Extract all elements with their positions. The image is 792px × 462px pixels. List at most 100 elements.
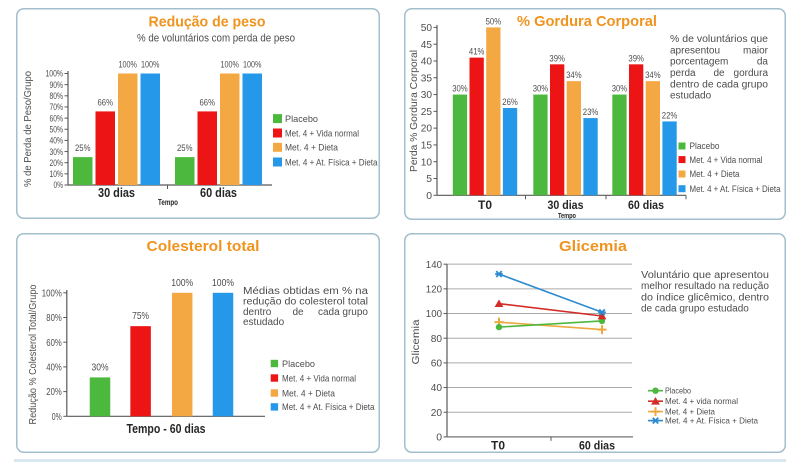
svg-text:100%: 100% xyxy=(141,60,160,71)
svg-text:de: de xyxy=(292,307,304,318)
svg-text:100%: 100% xyxy=(221,60,240,71)
svg-text:gordura: gordura xyxy=(734,68,769,79)
svg-text:Met. 4 + At. Física + Dieta: Met. 4 + At. Física + Dieta xyxy=(282,402,375,413)
svg-text:Tempo: Tempo xyxy=(558,213,576,220)
svg-text:Glicemia: Glicemia xyxy=(559,238,628,255)
svg-text:30 dias: 30 dias xyxy=(98,186,135,200)
svg-text:25: 25 xyxy=(421,106,432,118)
svg-text:39%: 39% xyxy=(549,53,565,63)
svg-text:Tempo: Tempo xyxy=(158,198,178,207)
svg-text:10: 10 xyxy=(421,156,432,168)
svg-text:66%: 66% xyxy=(98,97,114,108)
svg-text:40%: 40% xyxy=(50,136,64,147)
svg-text:Perda % Gordura Corporal: Perda % Gordura Corporal xyxy=(408,50,420,172)
svg-text:80%: 80% xyxy=(50,91,64,102)
svg-text:cada grupo: cada grupo xyxy=(318,307,368,318)
svg-text:60: 60 xyxy=(431,357,442,369)
svg-text:30%: 30% xyxy=(533,84,549,94)
svg-text:Placebo: Placebo xyxy=(282,359,315,370)
svg-text:dentro: dentro xyxy=(243,307,272,318)
svg-text:30%: 30% xyxy=(612,84,628,94)
svg-text:da: da xyxy=(757,57,769,68)
svg-text:20%: 20% xyxy=(50,158,64,169)
svg-text:Met. 4 + vida normal: Met. 4 + vida normal xyxy=(665,396,738,406)
svg-text:do índice glicêmico, dentro: do índice glicêmico, dentro xyxy=(641,292,769,303)
svg-text:estudado: estudado xyxy=(243,317,285,328)
svg-text:39%: 39% xyxy=(628,53,644,63)
svg-text:41%: 41% xyxy=(469,47,485,57)
svg-text:Met. 4 + Dieta: Met. 4 + Dieta xyxy=(690,169,740,179)
svg-text:120: 120 xyxy=(426,283,442,295)
svg-text:0%: 0% xyxy=(52,411,62,423)
svg-text:5: 5 xyxy=(426,173,432,185)
svg-text:40: 40 xyxy=(431,382,442,394)
svg-text:100%: 100% xyxy=(46,69,64,80)
svg-text:porcentagem: porcentagem xyxy=(670,57,728,68)
svg-text:90%: 90% xyxy=(50,80,64,91)
svg-text:T0: T0 xyxy=(478,198,492,212)
svg-text:140: 140 xyxy=(426,259,442,271)
svg-text:Met. 4 + Dieta: Met. 4 + Dieta xyxy=(665,407,715,417)
svg-text:30%: 30% xyxy=(50,147,64,158)
svg-text:34%: 34% xyxy=(645,70,661,80)
svg-text:80%: 80% xyxy=(46,312,62,324)
svg-text:30%: 30% xyxy=(92,361,109,373)
svg-text:100%: 100% xyxy=(171,277,193,289)
svg-text:34%: 34% xyxy=(566,70,582,80)
svg-text:% Gordura Corporal: % Gordura Corporal xyxy=(517,13,657,30)
svg-text:de cada grupo estudado: de cada grupo estudado xyxy=(641,304,749,315)
svg-text:Met. 4 + Dieta: Met. 4 + Dieta xyxy=(285,143,339,154)
svg-text:Met. 4 + At. Física + Dieta: Met. 4 + At. Física + Dieta xyxy=(285,157,378,168)
svg-text:20: 20 xyxy=(431,407,442,419)
svg-text:35: 35 xyxy=(421,72,432,84)
svg-text:dentro de cada grupo: dentro de cada grupo xyxy=(670,79,768,90)
svg-text:20%: 20% xyxy=(46,386,62,398)
svg-text:25%: 25% xyxy=(177,143,193,154)
svg-text:100%: 100% xyxy=(243,60,262,71)
svg-text:0: 0 xyxy=(426,190,432,202)
svg-text:T0: T0 xyxy=(491,439,505,453)
svg-text:20: 20 xyxy=(421,123,432,135)
svg-text:% de voluntários com perda de: % de voluntários com perda de peso xyxy=(137,33,295,45)
svg-text:perda: perda xyxy=(670,68,696,79)
svg-text:40%: 40% xyxy=(46,362,62,374)
svg-text:redução do colesterol total: redução do colesterol total xyxy=(243,296,368,307)
svg-text:60%: 60% xyxy=(46,337,62,349)
svg-text:Met. 4 + At. Física + Dieta: Met. 4 + At. Física + Dieta xyxy=(665,416,758,426)
svg-text:% de Perda de Peso/Grupo: % de Perda de Peso/Grupo xyxy=(22,71,34,187)
svg-text:60 dias: 60 dias xyxy=(200,186,237,200)
svg-text:30: 30 xyxy=(421,89,432,101)
svg-text:75%: 75% xyxy=(132,310,149,322)
svg-text:Placebo: Placebo xyxy=(285,114,318,125)
svg-text:Met. 4 + Dieta: Met. 4 + Dieta xyxy=(282,388,336,399)
svg-text:Colesterol total: Colesterol total xyxy=(147,238,260,255)
svg-text:melhor resultado na redução: melhor resultado na redução xyxy=(641,281,769,292)
svg-text:Placebo: Placebo xyxy=(690,141,720,151)
svg-text:Met. 4 + Vida normal: Met. 4 + Vida normal xyxy=(690,155,763,165)
svg-text:80: 80 xyxy=(431,333,442,345)
svg-text:de: de xyxy=(713,68,725,79)
svg-text:70%: 70% xyxy=(50,102,64,113)
svg-text:100: 100 xyxy=(426,308,442,320)
svg-text:22%: 22% xyxy=(662,110,678,120)
svg-text:Placebo: Placebo xyxy=(665,386,691,396)
svg-text:26%: 26% xyxy=(502,97,518,107)
svg-text:Met. 4 + Vida normal: Met. 4 + Vida normal xyxy=(285,128,359,139)
svg-text:50%: 50% xyxy=(486,16,502,26)
svg-text:23%: 23% xyxy=(583,107,599,117)
svg-text:60 dias: 60 dias xyxy=(628,198,664,212)
svg-text:40: 40 xyxy=(421,56,432,68)
svg-text:50%: 50% xyxy=(50,124,64,135)
svg-text:15: 15 xyxy=(421,140,432,152)
svg-text:100%: 100% xyxy=(119,60,138,71)
svg-text:30%: 30% xyxy=(452,84,468,94)
svg-text:Voluntário que apresentou: Voluntário que apresentou xyxy=(641,270,769,281)
svg-text:50: 50 xyxy=(421,22,432,34)
svg-text:Tempo - 60 dias: Tempo - 60 dias xyxy=(127,422,206,436)
svg-text:Redução de peso: Redução de peso xyxy=(149,14,266,31)
svg-text:Médias obtidas em % na: Médias obtidas em % na xyxy=(243,286,368,297)
svg-text:100%: 100% xyxy=(42,287,62,299)
svg-text:Glicemia: Glicemia xyxy=(410,319,422,364)
svg-text:maior: maior xyxy=(743,45,769,56)
svg-text:30 dias: 30 dias xyxy=(548,198,584,212)
